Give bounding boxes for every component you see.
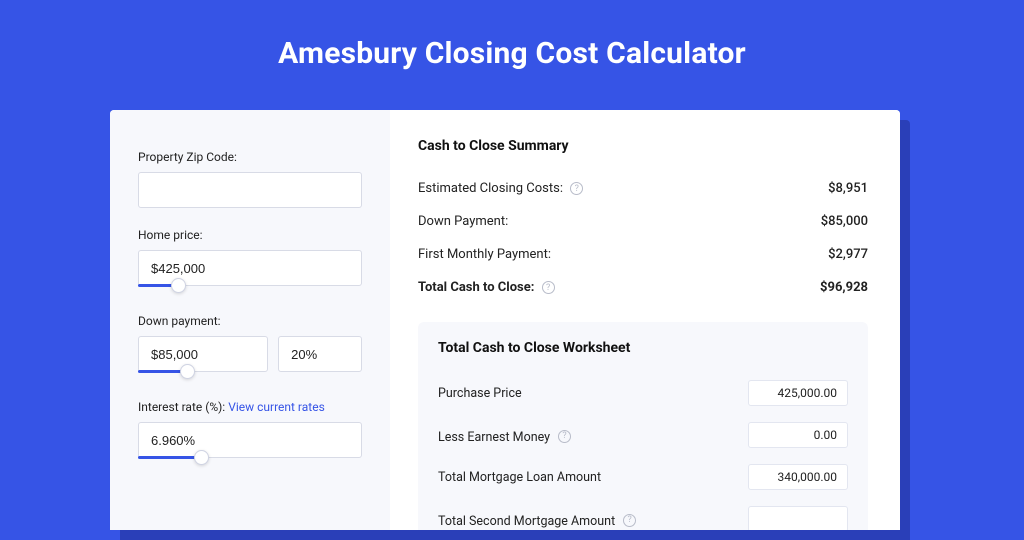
summary-value: $2,977: [828, 247, 868, 262]
down-label: Down payment:: [138, 314, 362, 328]
price-label: Home price:: [138, 228, 362, 242]
summary-label: Estimated Closing Costs:: [418, 181, 563, 196]
worksheet-row-earnest-money: Less Earnest Money ? 0.00: [438, 414, 848, 456]
down-amount-input[interactable]: [138, 336, 268, 372]
help-icon[interactable]: ?: [623, 514, 636, 527]
summary-value: $96,928: [820, 280, 868, 295]
inputs-panel: Property Zip Code: Home price: Down paym…: [110, 110, 390, 530]
rate-input[interactable]: [138, 422, 362, 458]
summary-label: Down Payment:: [418, 214, 508, 229]
down-field-group: Down payment:: [138, 314, 362, 372]
rate-field-group: Interest rate (%): View current rates: [138, 400, 362, 458]
summary-row-total-cash: Total Cash to Close: ? $96,928: [418, 271, 868, 304]
zip-field-group: Property Zip Code:: [138, 150, 362, 208]
down-slider-thumb[interactable]: [180, 364, 195, 379]
zip-label: Property Zip Code:: [138, 150, 362, 164]
worksheet-row-second-mortgage: Total Second Mortgage Amount ?: [438, 498, 848, 530]
summary-row-closing-costs: Estimated Closing Costs: ? $8,951: [418, 172, 868, 205]
worksheet-label: Total Mortgage Loan Amount: [438, 470, 601, 485]
summary-label: First Monthly Payment:: [418, 247, 551, 262]
summary-label: Total Cash to Close:: [418, 280, 534, 295]
worksheet-label: Total Second Mortgage Amount: [438, 514, 615, 529]
zip-input[interactable]: [138, 172, 362, 208]
summary-row-first-payment: First Monthly Payment: $2,977: [418, 238, 868, 271]
rate-slider-wrap: [138, 422, 362, 458]
down-slider-wrap: [138, 336, 362, 372]
view-rates-link[interactable]: View current rates: [228, 400, 325, 414]
worksheet-value[interactable]: 425,000.00: [748, 380, 848, 406]
down-percent-input[interactable]: [278, 336, 362, 372]
rate-label-text: Interest rate (%):: [138, 400, 225, 414]
summary-title: Cash to Close Summary: [418, 138, 868, 154]
calculator-card: Property Zip Code: Home price: Down paym…: [110, 110, 900, 530]
worksheet-value[interactable]: [748, 506, 848, 530]
worksheet-title: Total Cash to Close Worksheet: [438, 340, 848, 356]
help-icon[interactable]: ?: [558, 430, 571, 443]
worksheet-value[interactable]: 0.00: [748, 422, 848, 448]
summary-row-down-payment: Down Payment: $85,000: [418, 205, 868, 238]
summary-panel: Cash to Close Summary Estimated Closing …: [390, 110, 900, 530]
summary-value: $8,951: [828, 181, 868, 196]
summary-value: $85,000: [821, 214, 868, 229]
rate-slider-track[interactable]: [138, 456, 201, 459]
worksheet-row-purchase-price: Purchase Price 425,000.00: [438, 372, 848, 414]
worksheet-label: Purchase Price: [438, 386, 522, 401]
help-icon[interactable]: ?: [542, 281, 555, 294]
page-title: Amesbury Closing Cost Calculator: [0, 0, 1024, 97]
price-field-group: Home price:: [138, 228, 362, 286]
help-icon[interactable]: ?: [570, 182, 583, 195]
price-slider-wrap: [138, 250, 362, 286]
rate-label: Interest rate (%): View current rates: [138, 400, 362, 414]
rate-slider-thumb[interactable]: [194, 450, 209, 465]
worksheet-value[interactable]: 340,000.00: [748, 464, 848, 490]
price-slider-thumb[interactable]: [171, 278, 186, 293]
worksheet-panel: Total Cash to Close Worksheet Purchase P…: [418, 322, 868, 530]
worksheet-row-mortgage-amount: Total Mortgage Loan Amount 340,000.00: [438, 456, 848, 498]
worksheet-label: Less Earnest Money: [438, 430, 550, 445]
